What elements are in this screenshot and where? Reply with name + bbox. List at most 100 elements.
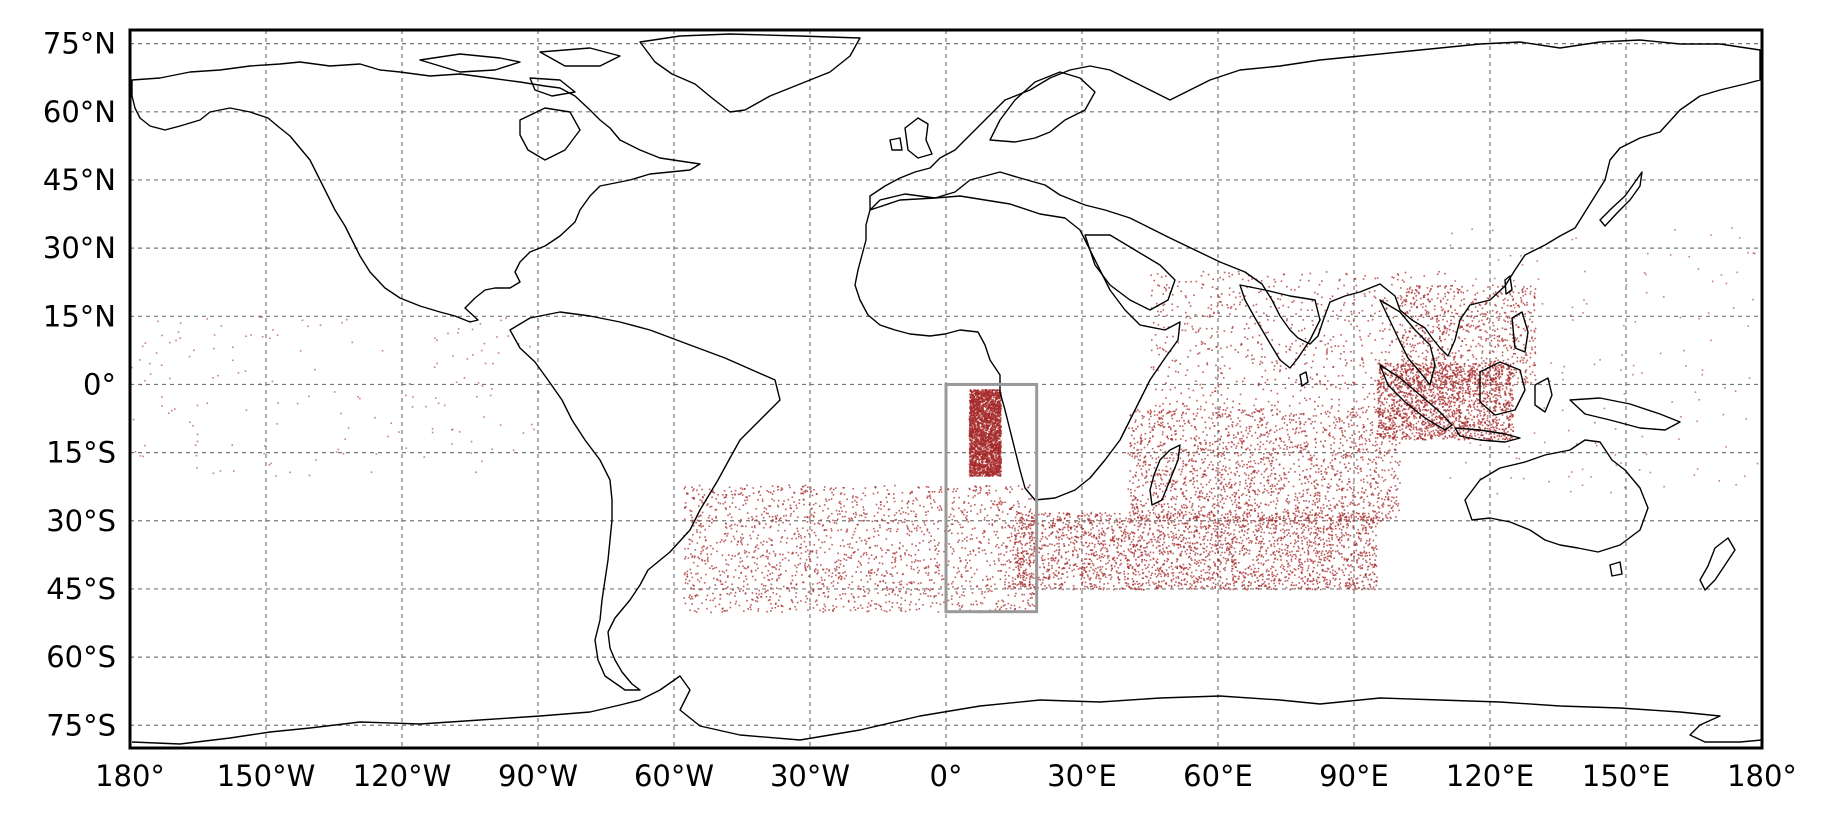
particle-point: [928, 541, 930, 544]
particle-point: [747, 565, 750, 568]
particle-point: [993, 403, 995, 406]
particle-point: [990, 416, 993, 418]
particle-point: [904, 599, 906, 602]
particle-point: [978, 425, 980, 428]
particle-point: [811, 507, 813, 510]
particle-point: [769, 598, 771, 601]
particle-point: [985, 396, 987, 399]
particle-point: [996, 439, 999, 442]
particle-point: [986, 463, 989, 465]
particle-point: [1000, 459, 1002, 461]
particle-point: [894, 561, 896, 563]
particle-point: [693, 488, 695, 490]
particle-point: [699, 524, 702, 527]
particle-point: [993, 450, 995, 452]
particle-point: [1180, 571, 1183, 573]
particle-point: [982, 413, 985, 415]
particle-point: [995, 464, 997, 467]
particle-point: [1232, 579, 1234, 582]
particle-point: [776, 587, 778, 589]
particle-point: [981, 602, 984, 605]
particle-point: [973, 392, 976, 395]
particle-point: [1172, 574, 1174, 577]
particle-point: [943, 550, 945, 553]
particle-point: [1024, 506, 1026, 508]
particle-point: [844, 515, 846, 518]
particle-point: [1376, 576, 1378, 579]
particle-point: [1325, 550, 1327, 552]
particle-point: [1347, 520, 1349, 522]
particle-point: [1219, 560, 1221, 563]
particle-point: [1104, 576, 1107, 578]
particle-point: [857, 596, 860, 598]
particle-point: [684, 486, 687, 489]
particle-point: [1028, 580, 1031, 583]
particle-point: [1309, 558, 1311, 561]
particle-point: [783, 500, 785, 502]
particle-point: [711, 518, 714, 520]
particle-point: [972, 397, 975, 400]
particle-point: [691, 556, 693, 558]
particle-point: [982, 458, 985, 460]
particle-point: [804, 491, 807, 493]
particle-point: [1008, 536, 1011, 539]
particle-point: [719, 574, 722, 576]
particle-point: [1074, 563, 1077, 565]
particle-point: [898, 547, 901, 550]
particle-point: [933, 596, 936, 598]
particle-point: [989, 468, 992, 471]
particle-point: [837, 529, 839, 532]
particle-point: [1345, 518, 1348, 521]
particle-point: [988, 424, 990, 427]
particle-point: [891, 575, 894, 577]
particle-point: [994, 389, 996, 391]
particle-point: [1181, 550, 1183, 553]
particle-point: [978, 469, 981, 472]
particle-point: [832, 585, 835, 587]
particle-point: [951, 595, 953, 597]
particle-point: [693, 556, 696, 559]
particle-point: [1219, 554, 1222, 557]
particle-point: [970, 462, 973, 465]
particle-point: [988, 440, 990, 443]
particle-point: [743, 567, 746, 569]
particle-point: [927, 566, 930, 569]
particle-point: [725, 559, 727, 561]
particle-point: [986, 393, 988, 396]
particle-point: [915, 497, 917, 499]
particle-point: [976, 474, 979, 477]
particle-point: [972, 457, 974, 460]
particle-point: [908, 530, 911, 532]
particle-point: [969, 445, 971, 448]
particle-point: [1173, 521, 1176, 523]
particle-point: [999, 419, 1002, 422]
particle-point: [823, 489, 825, 491]
particle-point: [825, 500, 828, 503]
particle-point: [1348, 587, 1350, 590]
particle-point: [971, 451, 974, 453]
particle-point: [787, 587, 789, 589]
particle-point: [993, 407, 996, 410]
particle-point: [935, 602, 938, 604]
particle-point: [833, 608, 835, 610]
particle-point: [1128, 559, 1131, 562]
particle-point: [919, 504, 921, 507]
particle-point: [843, 545, 845, 548]
particle-point: [990, 422, 992, 425]
particle-point: [993, 415, 996, 417]
particle-point: [715, 516, 717, 518]
particle-point: [938, 564, 941, 566]
particle-point: [1008, 526, 1011, 529]
particle-point: [1194, 552, 1197, 554]
particle-point: [884, 582, 887, 584]
particle-point: [978, 466, 981, 468]
particle-point: [716, 578, 718, 580]
particle-point: [999, 412, 1001, 415]
particle-point: [888, 508, 891, 511]
particle-point: [1033, 550, 1036, 553]
particle-point: [1028, 584, 1031, 587]
particle-point: [953, 515, 955, 518]
particle-point: [1178, 572, 1181, 574]
particle-point: [1127, 583, 1130, 585]
particle-point: [1331, 572, 1334, 575]
